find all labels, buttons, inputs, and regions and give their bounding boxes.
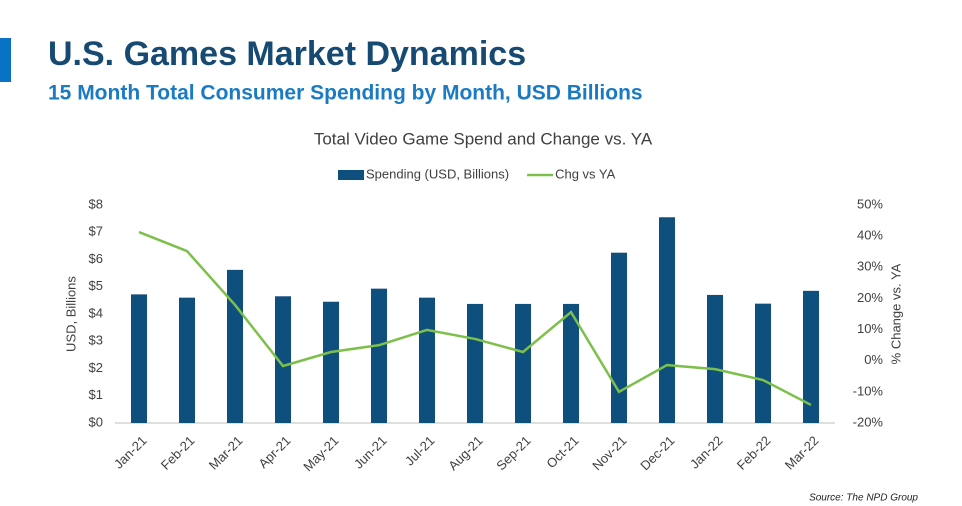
line <box>138 230 812 407</box>
y-tick-label: $4 <box>89 305 103 320</box>
x-tick-label: Feb-21 <box>158 433 198 473</box>
x-tick-label: Jun-21 <box>351 433 390 472</box>
accent-bar <box>0 38 11 82</box>
x-tick-label: Mar-21 <box>206 433 246 473</box>
bar <box>755 303 771 423</box>
bar <box>515 303 531 423</box>
x-tick-label: Jan-21 <box>111 433 150 472</box>
legend-label: Spending (USD, Billions) <box>366 166 509 181</box>
x-tick-label: Jul-21 <box>402 433 438 469</box>
bar <box>563 303 579 423</box>
bar <box>659 217 675 423</box>
x-tick-label: Dec-21 <box>637 433 677 473</box>
y2-tick-label: -20% <box>853 414 884 429</box>
bar <box>467 303 483 423</box>
bar <box>611 252 627 423</box>
y2-tick-label: 0% <box>864 352 883 367</box>
chart-title: Total Video Game Spend and Change vs. YA <box>314 129 653 148</box>
bar <box>707 294 723 423</box>
y2-tick-label: 50% <box>857 196 883 211</box>
bar <box>323 301 339 423</box>
x-tick-label: Mar-22 <box>782 433 822 473</box>
y-tick-label: $1 <box>89 387 103 402</box>
legend-swatch <box>338 170 364 180</box>
x-tick-label: Jan-22 <box>687 433 726 472</box>
page-subtitle: 15 Month Total Consumer Spending by Mont… <box>48 82 643 105</box>
bar <box>371 288 387 423</box>
y2-tick-label: 20% <box>857 290 883 305</box>
y-tick-label: $7 <box>89 224 103 239</box>
x-tick-label: Apr-21 <box>255 433 293 471</box>
x-tick-label: Nov-21 <box>589 433 629 473</box>
y2-tick-label: 10% <box>857 321 883 336</box>
y2-tick-label: 40% <box>857 228 883 243</box>
x-tick-label: Sep-21 <box>493 433 533 473</box>
y2-tick-label: 30% <box>857 259 883 274</box>
source-note: Source: The NPD Group <box>809 493 918 504</box>
x-tick-label: Aug-21 <box>445 433 485 473</box>
y-tick-label: $0 <box>89 414 103 429</box>
bar <box>275 296 291 423</box>
bar <box>227 269 243 423</box>
y-axis-title: USD, Billions <box>63 276 78 352</box>
y-tick-label: $5 <box>89 278 103 293</box>
y-tick-label: $8 <box>89 196 103 211</box>
y-tick-label: $3 <box>89 333 103 348</box>
bar <box>131 294 147 423</box>
bar <box>179 297 195 423</box>
y-tick-label: $2 <box>89 360 103 375</box>
y-tick-label: $6 <box>89 251 103 266</box>
legend-label: Chg vs YA <box>555 166 616 181</box>
x-tick-label: Oct-21 <box>543 433 581 471</box>
y2-tick-label: -10% <box>853 383 884 398</box>
page-title: U.S. Games Market Dynamics <box>48 35 526 73</box>
x-tick-label: May-21 <box>300 433 341 474</box>
x-tick-label: Feb-22 <box>734 433 774 473</box>
bar <box>419 297 435 423</box>
y2-axis-title: % Change vs. YA <box>888 263 903 364</box>
bar <box>803 290 819 423</box>
